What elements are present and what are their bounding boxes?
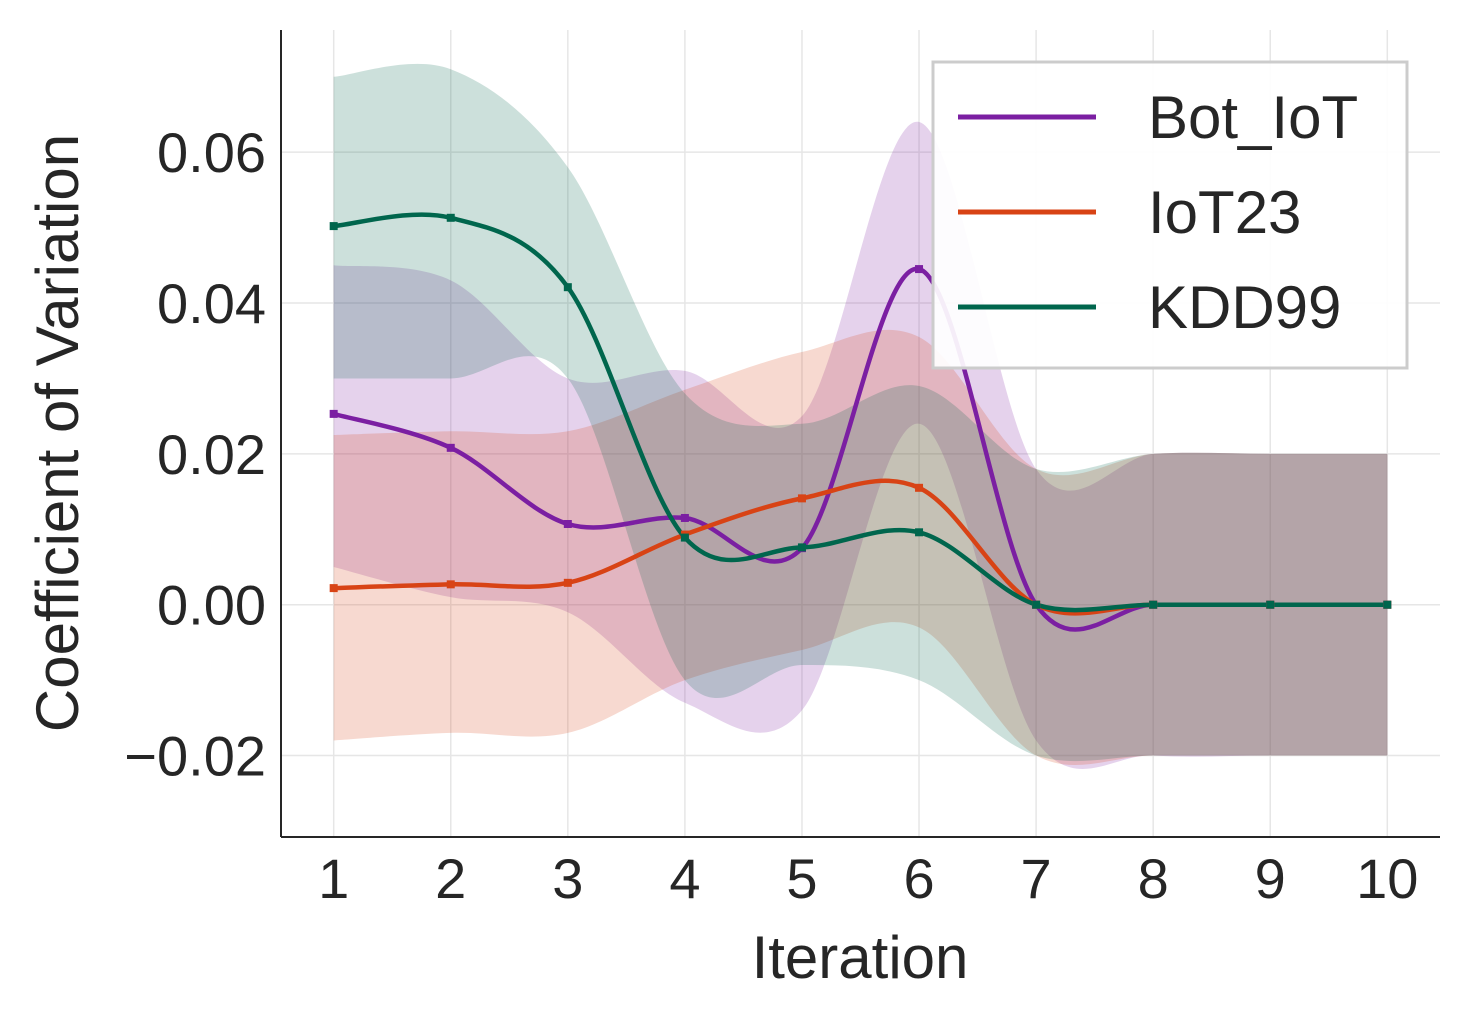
legend-box xyxy=(931,60,1409,370)
y-tick-labels: −0.02 0.00 0.02 0.04 0.06 xyxy=(124,121,266,787)
axes xyxy=(280,30,1440,838)
x-tick-label: 4 xyxy=(669,847,700,910)
x-tick-label: 7 xyxy=(1021,847,1052,910)
y-tick-label: 0.04 xyxy=(157,272,266,335)
marker-kdd99 xyxy=(446,213,455,222)
marker-bot-iot xyxy=(446,443,455,452)
marker-kdd99 xyxy=(797,543,806,552)
y-axis-title: Coefficient of Variation xyxy=(24,134,91,732)
series-lines xyxy=(331,212,1390,632)
marker-iot23 xyxy=(329,584,338,593)
marker-kdd99 xyxy=(1266,600,1275,609)
marker-bot-iot xyxy=(680,513,689,522)
band-kdd99 xyxy=(333,63,1388,762)
y-tick-label: 0.02 xyxy=(157,423,266,486)
marker-iot23 xyxy=(797,494,806,503)
legend: Bot_IoT IoT23 KDD99 xyxy=(931,60,1409,370)
x-tick-labels: 1 2 3 4 5 6 7 8 9 10 xyxy=(318,847,1418,910)
x-tick-label: 3 xyxy=(552,847,583,910)
line-kdd99 xyxy=(331,212,1390,613)
marker-kdd99 xyxy=(1032,600,1041,609)
y-tick-label: 0.06 xyxy=(157,121,266,184)
marker-kdd99 xyxy=(563,283,572,292)
marker-kdd99 xyxy=(680,533,689,542)
marker-iot23 xyxy=(446,580,455,589)
data-markers xyxy=(329,213,1392,609)
marker-bot-iot xyxy=(915,265,924,274)
marker-bot-iot xyxy=(329,409,338,418)
marker-bot-iot xyxy=(563,520,572,529)
marker-iot23 xyxy=(563,578,572,587)
marker-kdd99 xyxy=(915,528,924,537)
legend-label-bot-iot: Bot_IoT xyxy=(1148,84,1358,151)
x-tick-label: 10 xyxy=(1356,847,1418,910)
x-axis-title: Iteration xyxy=(752,924,969,991)
marker-kdd99 xyxy=(1149,600,1158,609)
x-tick-label: 2 xyxy=(435,847,466,910)
legend-label-kdd99: KDD99 xyxy=(1148,274,1341,341)
x-tick-label: 6 xyxy=(903,847,934,910)
legend-label-iot23: IoT23 xyxy=(1148,179,1301,246)
x-tick-label: 9 xyxy=(1255,847,1286,910)
y-tick-label: 0.00 xyxy=(157,574,266,637)
x-tick-label: 1 xyxy=(318,847,349,910)
band-iot23 xyxy=(333,329,1388,766)
marker-kdd99 xyxy=(329,222,338,231)
x-tick-label: 8 xyxy=(1138,847,1169,910)
marker-kdd99 xyxy=(1383,600,1392,609)
marker-iot23 xyxy=(915,483,924,492)
x-tick-label: 5 xyxy=(786,847,817,910)
y-tick-label: −0.02 xyxy=(124,725,266,788)
